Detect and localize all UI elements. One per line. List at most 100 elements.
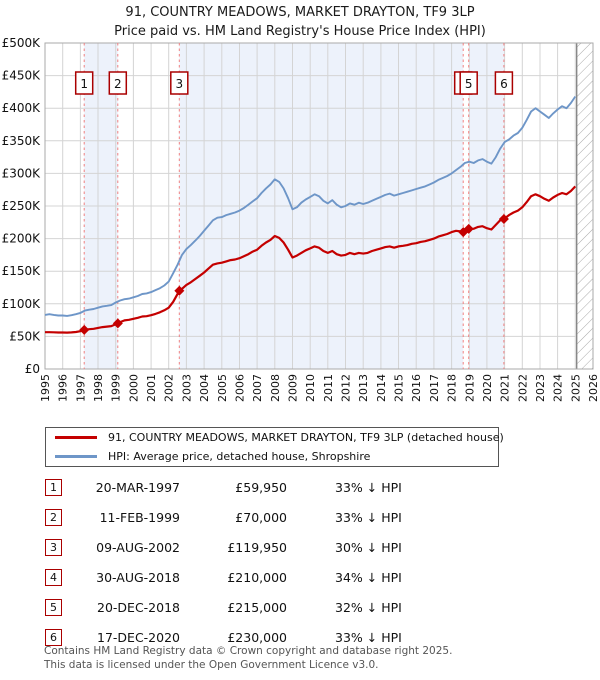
x-axis-labels: 1995 1996 1997 1998 1999 2000 2001 2002 2003 2004… [39, 374, 600, 402]
transaction-date: 11-FEB-1999 [99, 509, 180, 525]
transaction-price: £215,000 [227, 599, 287, 615]
svg-text:2019: 2019 [463, 374, 476, 402]
svg-text:£200K: £200K [2, 232, 42, 246]
transaction-row: 1 20-MAR-1997 £59,950 33% ↓ HPI [45, 472, 565, 502]
svg-text:2000: 2000 [127, 374, 140, 402]
transaction-row: 2 11-FEB-1999 £70,000 33% ↓ HPI [45, 502, 565, 532]
svg-text:1996: 1996 [57, 374, 70, 402]
price-line-swatch [55, 436, 97, 439]
transaction-vs-hpi: 33% ↓ HPI [335, 509, 402, 525]
legend-entry: 91, COUNTRY MEADOWS, MARKET DRAYTON, TF9… [55, 429, 504, 446]
svg-text:2014: 2014 [375, 374, 388, 402]
price-history-chart: 123456£0£50K£100K£150K£200K£250K£300K£35… [2, 36, 600, 402]
transaction-date: 17-DEC-2020 [97, 629, 180, 645]
svg-text:1998: 1998 [92, 374, 105, 402]
svg-text:1999: 1999 [110, 374, 123, 402]
svg-text:2006: 2006 [234, 374, 247, 402]
svg-text:£50K: £50K [9, 329, 41, 343]
svg-text:2013: 2013 [357, 374, 370, 402]
svg-text:1995: 1995 [39, 374, 52, 402]
svg-text:6: 6 [500, 77, 508, 91]
transaction-price: £70,000 [235, 509, 287, 525]
transaction-row: 5 20-DEC-2018 £215,000 32% ↓ HPI [45, 592, 565, 622]
svg-text:2026: 2026 [587, 374, 600, 402]
transaction-number-badge: 2 [45, 508, 62, 526]
transaction-vs-hpi: 34% ↓ HPI [335, 569, 402, 585]
footer-line-1: Contains HM Land Registry data © Crown c… [44, 645, 453, 657]
svg-text:2021: 2021 [499, 374, 512, 402]
transaction-row: 6 17-DEC-2020 £230,000 33% ↓ HPI [45, 622, 565, 652]
footer-line-2: This data is licensed under the Open Gov… [44, 658, 379, 671]
transaction-price: £230,000 [227, 629, 287, 645]
svg-text:5: 5 [465, 77, 473, 91]
legend-entry: HPI: Average price, detached house, Shro… [55, 448, 498, 465]
svg-text:£0: £0 [25, 362, 40, 376]
transaction-row: 3 09-AUG-2002 £119,950 30% ↓ HPI [45, 532, 565, 562]
transaction-table: 1 20-MAR-1997 £59,950 33% ↓ HPI 2 11-FEB-1999… [45, 472, 565, 652]
sale-markers [79, 214, 509, 335]
sale-date-lines [83, 43, 505, 369]
plot-border [44, 42, 594, 370]
svg-text:2005: 2005 [216, 374, 229, 402]
transaction-vs-hpi: 32% ↓ HPI [335, 599, 402, 615]
page-title: 91, COUNTRY MEADOWS, MARKET DRAYTON, TF9… [125, 5, 475, 20]
transaction-number-badge: 5 [45, 598, 62, 616]
transaction-date: 30-AUG-2018 [96, 569, 180, 585]
svg-text:1: 1 [80, 77, 88, 91]
svg-text:2012: 2012 [340, 374, 353, 402]
svg-text:2022: 2022 [516, 374, 529, 402]
svg-text:£250K: £250K [2, 199, 42, 213]
svg-text:£300K: £300K [2, 166, 42, 180]
svg-text:2002: 2002 [163, 374, 176, 402]
svg-text:£100K: £100K [2, 297, 42, 311]
future-hatch-region [576, 43, 593, 369]
svg-text:2001: 2001 [145, 374, 158, 402]
svg-text:2008: 2008 [269, 374, 282, 402]
transaction-date: 20-DEC-2018 [97, 599, 180, 615]
svg-text:£400K: £400K [2, 101, 42, 115]
legend-label: HPI: Average price, detached house, Shro… [108, 450, 371, 463]
svg-text:£350K: £350K [2, 134, 42, 148]
transaction-date: 09-AUG-2002 [96, 539, 180, 555]
chart-legend: 91, COUNTRY MEADOWS, MARKET DRAYTON, TF9… [45, 427, 504, 467]
transaction-vs-hpi: 33% ↓ HPI [335, 629, 402, 645]
svg-text:2020: 2020 [481, 374, 494, 402]
svg-text:2024: 2024 [552, 374, 565, 402]
hpi-line-swatch [55, 455, 97, 458]
svg-text:2025: 2025 [569, 374, 582, 402]
transaction-date: 20-MAR-1997 [95, 479, 180, 495]
transaction-price: £59,950 [235, 479, 287, 495]
svg-text:£150K: £150K [2, 264, 42, 278]
svg-text:£500K: £500K [2, 36, 42, 50]
transaction-vs-hpi: 30% ↓ HPI [335, 539, 402, 555]
svg-text:2017: 2017 [428, 374, 441, 402]
page-subtitle: Price paid vs. HM Land Registry's House … [114, 24, 486, 39]
hpi-line [44, 95, 577, 317]
svg-text:2011: 2011 [322, 374, 335, 402]
transaction-price: £119,950 [227, 539, 287, 555]
svg-text:1997: 1997 [74, 374, 87, 402]
svg-text:2023: 2023 [534, 374, 547, 402]
svg-text:£450K: £450K [2, 69, 42, 83]
transaction-price: £210,000 [227, 569, 287, 585]
price-paid-line [45, 185, 577, 334]
svg-text:3: 3 [175, 77, 183, 91]
y-axis-labels: £0 £50K £100K £150K £200K £250K £300K £350K £400… [2, 36, 42, 376]
svg-text:2010: 2010 [304, 374, 317, 402]
svg-text:2: 2 [114, 77, 122, 91]
svg-text:2018: 2018 [446, 374, 459, 402]
transaction-number-badge: 6 [45, 628, 62, 646]
svg-text:2009: 2009 [287, 374, 300, 402]
svg-text:2003: 2003 [180, 374, 193, 402]
legend-label: 91, COUNTRY MEADOWS, MARKET DRAYTON, TF9… [108, 431, 504, 444]
transaction-vs-hpi: 33% ↓ HPI [335, 479, 402, 495]
transaction-number-badge: 3 [45, 538, 62, 556]
svg-text:2004: 2004 [198, 374, 211, 402]
license-footer: Contains HM Land Registry data © Crown c… [44, 645, 452, 672]
svg-text:2016: 2016 [410, 374, 423, 402]
svg-text:2007: 2007 [251, 374, 264, 402]
transaction-row: 4 30-AUG-2018 £210,000 34% ↓ HPI [45, 562, 565, 592]
transaction-number-badge: 4 [45, 568, 62, 586]
svg-text:2015: 2015 [393, 374, 406, 402]
